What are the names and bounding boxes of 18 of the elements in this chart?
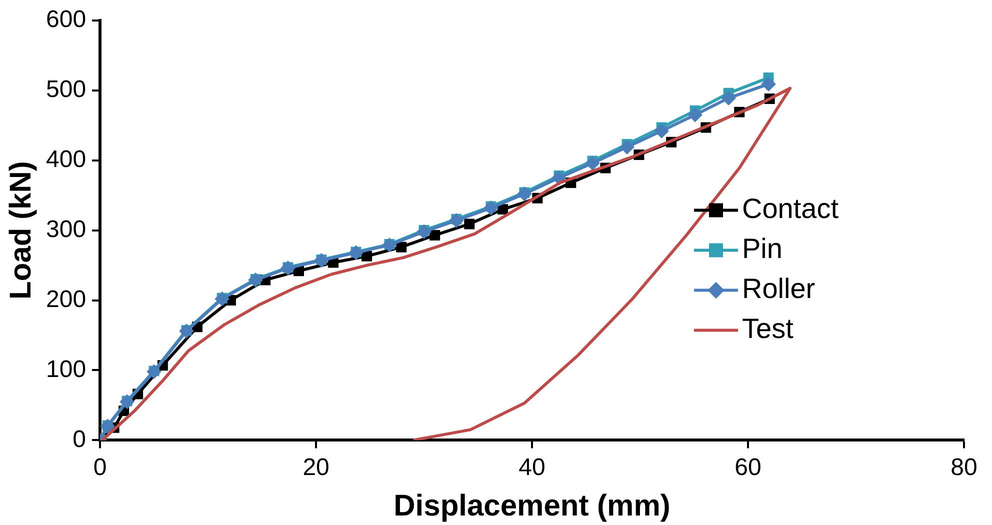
x-tick-label: 80 (950, 454, 978, 482)
legend-label: Pin (742, 233, 782, 264)
legend-label: Contact (742, 193, 839, 224)
x-tick-label: 40 (518, 454, 546, 482)
x-tick-label: 20 (302, 454, 330, 482)
y-tick-label: 500 (46, 76, 86, 103)
legend-label: Test (742, 313, 794, 344)
y-tick-label: 400 (46, 146, 86, 173)
y-axis-title: Load (kN) (4, 161, 38, 300)
y-tick-label: 600 (46, 6, 86, 34)
x-axis-title: Displacement (mm) (394, 489, 670, 522)
legend-label: Roller (742, 273, 816, 304)
y-tick-label: 200 (46, 286, 86, 313)
x-tick-label: 60 (734, 454, 762, 482)
y-tick-label: 0 (72, 426, 86, 453)
y-tick-label: 300 (46, 216, 86, 243)
y-tick-label: 100 (46, 356, 86, 383)
x-tick-label: 0 (93, 454, 107, 482)
